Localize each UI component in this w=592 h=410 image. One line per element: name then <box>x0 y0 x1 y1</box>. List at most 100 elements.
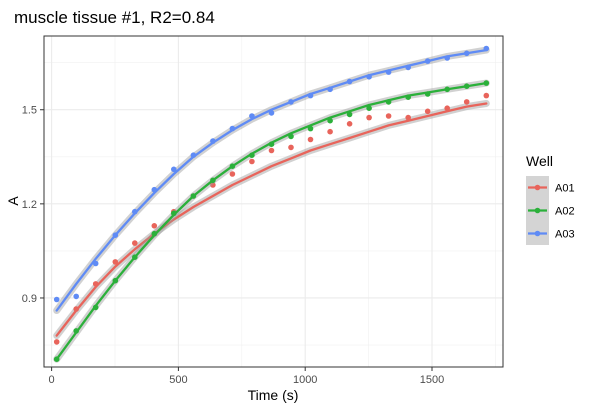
data-point <box>210 138 216 144</box>
data-point <box>463 83 470 89</box>
legend-key-point <box>534 184 541 191</box>
data-point <box>444 105 451 111</box>
y-axis: 0.9 1.2 1.5 <box>22 105 44 305</box>
data-point <box>268 141 275 147</box>
series-layer <box>53 45 490 363</box>
data-point <box>444 55 451 61</box>
data-point <box>405 114 412 121</box>
x-tick-label: 1000 <box>293 374 317 386</box>
data-point <box>112 277 119 284</box>
data-point <box>171 166 177 173</box>
x-axis-title: Time (s) <box>248 387 299 403</box>
data-point <box>327 117 333 124</box>
panel-background <box>44 36 503 367</box>
data-point <box>424 58 431 64</box>
y-axis-title: A <box>5 196 21 206</box>
data-point <box>190 193 197 199</box>
data-point <box>307 125 314 132</box>
legend: Well A01 A02 A03 <box>526 153 575 245</box>
data-point <box>483 92 490 99</box>
data-point <box>53 296 60 303</box>
data-point <box>53 356 60 363</box>
data-point <box>346 121 353 127</box>
data-point <box>151 230 158 237</box>
data-point <box>366 74 372 80</box>
legend-item-A03: A03 <box>526 222 575 245</box>
data-point <box>424 108 431 115</box>
data-point <box>151 186 158 193</box>
data-point <box>132 254 138 260</box>
legend-title: Well <box>526 153 553 169</box>
data-point <box>249 113 255 119</box>
series-A02 <box>53 79 490 363</box>
data-point <box>171 210 177 217</box>
data-point <box>210 177 216 184</box>
x-tick-label: 500 <box>169 374 187 386</box>
data-point <box>190 152 197 158</box>
data-point <box>268 110 275 116</box>
data-point <box>346 111 353 118</box>
x-tick-label: 0 <box>49 374 55 386</box>
data-point <box>229 171 236 177</box>
data-point <box>405 64 412 71</box>
data-point <box>327 86 333 93</box>
data-point <box>249 158 255 165</box>
data-point <box>366 105 372 111</box>
y-tick-label: 1.5 <box>22 105 37 117</box>
data-point <box>385 69 392 75</box>
data-point <box>288 133 294 140</box>
data-point <box>483 80 490 86</box>
data-point <box>73 306 79 312</box>
data-point <box>92 281 99 287</box>
data-point <box>463 99 470 105</box>
chart-title: muscle tissue #1, R2=0.84 <box>14 8 215 27</box>
panel-border <box>43 35 504 368</box>
data-point <box>405 94 412 100</box>
data-point <box>288 99 294 105</box>
series-A01 <box>53 92 490 345</box>
data-point <box>327 128 333 135</box>
x-tick-label: 1500 <box>420 374 444 386</box>
legend-label: A01 <box>555 183 575 195</box>
data-point <box>249 152 255 158</box>
legend-label: A03 <box>555 229 575 241</box>
data-point <box>424 91 431 97</box>
data-point <box>229 163 236 169</box>
data-point <box>288 144 294 151</box>
data-point <box>112 259 119 265</box>
legend-key-point <box>534 207 541 214</box>
data-point <box>229 125 236 132</box>
legend-label: A02 <box>555 206 575 218</box>
fit-line <box>55 102 488 337</box>
y-tick-label: 0.9 <box>22 293 37 305</box>
y-tick-label: 1.2 <box>22 199 37 211</box>
legend-key-point <box>534 230 541 237</box>
series-A03 <box>53 45 490 314</box>
data-point <box>132 240 138 246</box>
data-point <box>210 182 216 188</box>
data-point <box>53 339 60 345</box>
data-point <box>385 99 392 105</box>
x-axis: 0 500 1000 1500 <box>49 367 444 386</box>
data-point <box>483 45 490 52</box>
data-point <box>385 113 392 119</box>
data-point <box>346 78 353 85</box>
data-point <box>151 223 158 229</box>
data-point <box>132 208 138 215</box>
data-point <box>73 328 79 334</box>
data-point <box>92 304 99 311</box>
legend-item-A02: A02 <box>526 199 575 222</box>
data-point <box>112 232 119 238</box>
legend-item-A01: A01 <box>526 176 575 199</box>
data-point <box>307 136 314 143</box>
data-point <box>366 114 372 121</box>
data-point <box>268 147 275 154</box>
data-point <box>444 86 451 93</box>
data-point <box>92 260 99 267</box>
data-point <box>463 50 470 57</box>
data-point <box>307 92 314 99</box>
data-point <box>73 293 79 300</box>
plot-panel <box>43 35 504 368</box>
fit-line <box>55 48 488 312</box>
